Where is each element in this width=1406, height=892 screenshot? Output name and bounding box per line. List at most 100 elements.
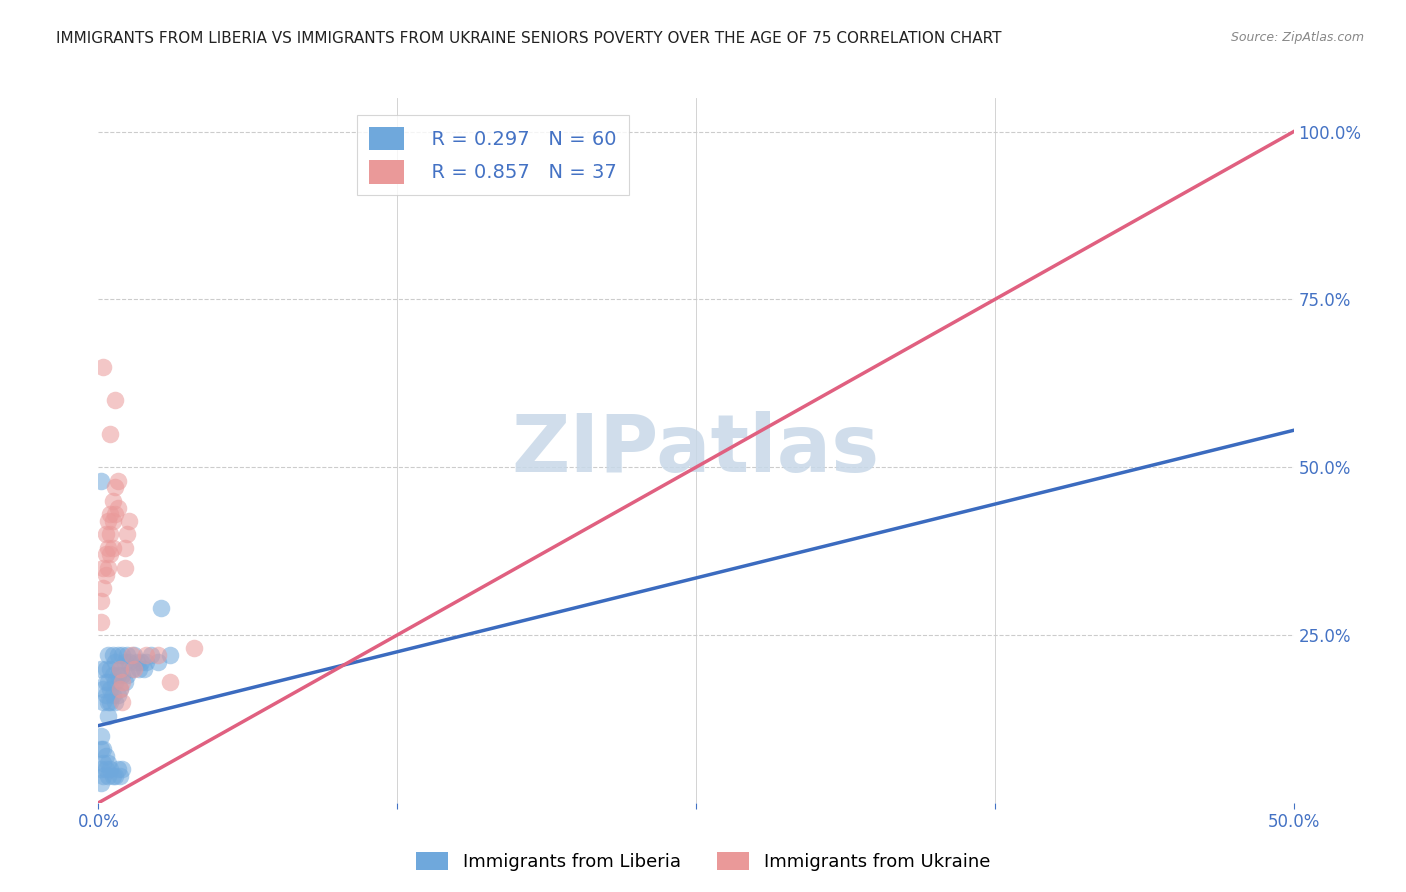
Point — [97, 514, 120, 528]
Point — [101, 514, 124, 528]
Point — [90, 729, 112, 743]
Point — [128, 662, 150, 676]
Point — [97, 695, 120, 709]
Point — [98, 527, 122, 541]
Point — [104, 769, 127, 783]
Point — [90, 662, 112, 676]
Point — [104, 480, 127, 494]
Point — [101, 541, 124, 555]
Point — [101, 769, 124, 783]
Point — [107, 648, 129, 662]
Point — [97, 708, 120, 723]
Point — [101, 648, 124, 662]
Point — [111, 648, 134, 662]
Point — [94, 567, 117, 582]
Point — [98, 507, 122, 521]
Point — [108, 769, 131, 783]
Point — [149, 601, 172, 615]
Point — [111, 668, 134, 682]
Point — [148, 648, 170, 662]
Point — [118, 514, 141, 528]
Point — [111, 675, 134, 690]
Point — [114, 675, 136, 690]
Point — [107, 500, 129, 515]
Point — [91, 742, 114, 756]
Point — [104, 695, 127, 709]
Point — [90, 742, 112, 756]
Point — [114, 541, 136, 555]
Point — [94, 762, 117, 776]
Point — [97, 648, 120, 662]
Point — [108, 681, 131, 696]
Point — [94, 689, 117, 703]
Point — [125, 655, 148, 669]
Text: ZIPatlas: ZIPatlas — [512, 411, 880, 490]
Point — [94, 675, 117, 690]
Point — [135, 655, 157, 669]
Point — [104, 507, 127, 521]
Point — [101, 668, 124, 682]
Point — [107, 689, 129, 703]
Point — [183, 641, 205, 656]
Point — [104, 675, 127, 690]
Point — [121, 662, 143, 676]
Point — [135, 648, 157, 662]
Text: IMMIGRANTS FROM LIBERIA VS IMMIGRANTS FROM UKRAINE SENIORS POVERTY OVER THE AGE : IMMIGRANTS FROM LIBERIA VS IMMIGRANTS FR… — [56, 31, 1001, 46]
Point — [159, 648, 181, 662]
Legend:   R = 0.297   N = 60,   R = 0.857   N = 37: R = 0.297 N = 60, R = 0.857 N = 37 — [357, 115, 628, 195]
Point — [104, 393, 127, 408]
Point — [91, 769, 114, 783]
Point — [108, 681, 131, 696]
Point — [90, 775, 112, 789]
Point — [115, 668, 138, 682]
Point — [104, 655, 127, 669]
Point — [111, 695, 134, 709]
Point — [98, 681, 122, 696]
Point — [98, 762, 122, 776]
Point — [98, 695, 122, 709]
Point — [90, 615, 112, 629]
Point — [97, 541, 120, 555]
Point — [97, 561, 120, 575]
Point — [114, 561, 136, 575]
Point — [121, 648, 143, 662]
Point — [115, 648, 138, 662]
Point — [114, 655, 136, 669]
Point — [90, 474, 112, 488]
Point — [98, 548, 122, 562]
Point — [131, 655, 153, 669]
Point — [94, 548, 117, 562]
Point — [94, 662, 117, 676]
Point — [97, 756, 120, 770]
Point — [132, 662, 155, 676]
Point — [97, 675, 120, 690]
Point — [97, 769, 120, 783]
Text: Source: ZipAtlas.com: Source: ZipAtlas.com — [1230, 31, 1364, 45]
Point — [101, 689, 124, 703]
Point — [98, 662, 122, 676]
Point — [91, 561, 114, 575]
Point — [91, 681, 114, 696]
Point — [91, 756, 114, 770]
Point — [108, 662, 131, 676]
Point — [118, 655, 141, 669]
Point — [107, 668, 129, 682]
Point — [124, 648, 146, 662]
Point — [90, 762, 112, 776]
Point — [124, 662, 146, 676]
Point — [107, 474, 129, 488]
Point — [91, 695, 114, 709]
Point — [91, 359, 114, 374]
Point — [98, 426, 122, 441]
Point — [107, 762, 129, 776]
Point — [108, 662, 131, 676]
Point — [159, 675, 181, 690]
Point — [90, 594, 112, 608]
Legend: Immigrants from Liberia, Immigrants from Ukraine: Immigrants from Liberia, Immigrants from… — [409, 845, 997, 879]
Point — [91, 581, 114, 595]
Point — [139, 648, 162, 662]
Point — [148, 655, 170, 669]
Point — [94, 527, 117, 541]
Point — [94, 748, 117, 763]
Point — [101, 493, 124, 508]
